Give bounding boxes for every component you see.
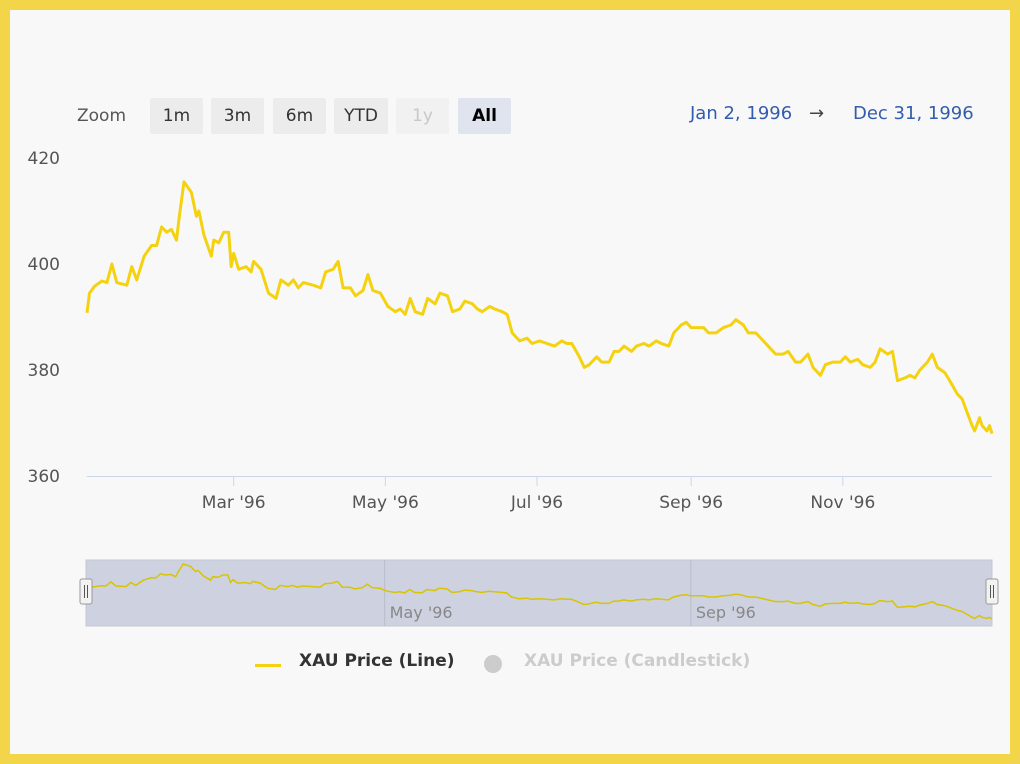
range-from-date[interactable]: Jan 2, 1996 — [690, 103, 793, 124]
x-tick-label: May '96 — [352, 493, 419, 513]
navigator-series-line — [85, 563, 993, 620]
x-tick-label: Sep '96 — [659, 493, 723, 513]
zoom-button-all[interactable]: All — [458, 98, 511, 134]
zoom-button-1m[interactable]: 1m — [150, 98, 203, 134]
zoom-button-6m[interactable]: 6m — [273, 98, 326, 134]
navigator-left-handle[interactable] — [79, 578, 93, 605]
legend-item-candlestick[interactable]: XAU Price (Candlestick) — [524, 651, 751, 671]
navigator-right-handle[interactable] — [985, 578, 999, 605]
y-tick-label: 380 — [28, 361, 60, 381]
chart-container — [10, 10, 1010, 754]
x-tick-label: Jul '96 — [510, 493, 563, 513]
y-tick-label: 420 — [28, 149, 60, 169]
legend-item-line[interactable]: XAU Price (Line) — [299, 651, 455, 671]
navigator-tick-label: May '96 — [390, 603, 453, 622]
y-tick-label: 400 — [28, 255, 60, 275]
zoom-label: Zoom — [77, 106, 127, 126]
range-to-date[interactable]: Dec 31, 1996 — [853, 103, 974, 124]
zoom-button-1y: 1y — [396, 98, 449, 134]
navigator-tick-label: Sep '96 — [696, 603, 756, 622]
zoom-button-ytd[interactable]: YTD — [334, 98, 388, 134]
legend-candlestick-swatch[interactable] — [484, 655, 502, 673]
x-tick-label: Mar '96 — [202, 493, 266, 513]
range-arrow-icon: → — [809, 103, 825, 124]
zoom-button-3m[interactable]: 3m — [211, 98, 264, 134]
x-tick-label: Nov '96 — [810, 493, 875, 513]
legend-line-swatch[interactable] — [255, 664, 281, 667]
y-tick-label: 360 — [28, 467, 60, 487]
series-line-xau-price[interactable] — [85, 180, 994, 435]
navigator-selection[interactable] — [85, 559, 993, 627]
